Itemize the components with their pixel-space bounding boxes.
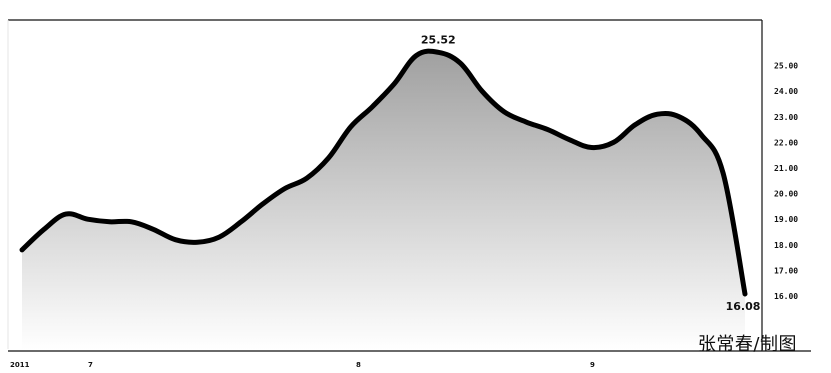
y-tick-label-0: 16.00 xyxy=(774,292,798,301)
chart-credit: 张常春/制图 xyxy=(697,334,797,355)
data-point-2 xyxy=(65,213,67,215)
data-point-25 xyxy=(569,139,571,141)
data-point-4 xyxy=(109,221,111,223)
data-point-14 xyxy=(328,157,330,159)
data-point-13 xyxy=(306,177,308,179)
data-point-23 xyxy=(525,121,527,123)
data-point-21 xyxy=(481,90,483,92)
data-point-16 xyxy=(371,106,374,108)
data-point-24 xyxy=(547,129,549,131)
data-point-17 xyxy=(393,82,396,85)
data-point-20 xyxy=(459,62,461,64)
data-point-9 xyxy=(218,236,220,238)
x-tick-label-3: 9 xyxy=(590,361,595,369)
y-tick-label-5: 21.00 xyxy=(774,164,798,173)
y-tick-label-3: 19.00 xyxy=(774,215,798,224)
y-tick-label-9: 25.00 xyxy=(774,62,798,71)
data-point-1 xyxy=(43,228,45,230)
y-tick-label-4: 20.00 xyxy=(774,190,798,199)
x-tick-label-0: 2011 xyxy=(10,361,30,369)
x-tick-label-2: 8 xyxy=(356,361,361,369)
data-point-8 xyxy=(196,241,198,243)
data-point-11 xyxy=(262,203,264,205)
y-tick-label-1: 17.00 xyxy=(774,266,798,275)
data-point-15 xyxy=(350,126,352,128)
series-area-fill xyxy=(22,51,745,351)
data-point-30 xyxy=(678,116,680,118)
data-point-27 xyxy=(612,141,615,143)
last-value-label: 16.08 xyxy=(726,300,761,313)
data-point-6 xyxy=(152,228,155,230)
data-point-28 xyxy=(634,123,637,126)
data-point-31 xyxy=(700,134,702,136)
max-value-label: 25.52 xyxy=(421,33,456,46)
y-tick-label-6: 22.00 xyxy=(774,138,798,147)
y-tick-label-8: 24.00 xyxy=(774,87,798,96)
data-point-3 xyxy=(87,218,89,220)
data-point-12 xyxy=(284,187,286,190)
data-point-7 xyxy=(174,239,176,241)
series-line xyxy=(19,48,748,297)
data-point-19 xyxy=(437,51,439,53)
data-point-0 xyxy=(21,249,23,251)
data-point-5 xyxy=(130,221,133,223)
y-tick-label-7: 23.00 xyxy=(774,113,798,122)
data-point-26 xyxy=(591,146,593,149)
x-tick-label-1: 7 xyxy=(88,361,93,369)
data-point-29 xyxy=(656,113,659,115)
data-point-33 xyxy=(744,293,746,295)
data-point-10 xyxy=(240,221,242,223)
y-tick-label-2: 18.00 xyxy=(774,241,798,250)
data-point-22 xyxy=(503,111,505,113)
data-point-18 xyxy=(415,54,417,57)
data-point-32 xyxy=(722,172,724,174)
